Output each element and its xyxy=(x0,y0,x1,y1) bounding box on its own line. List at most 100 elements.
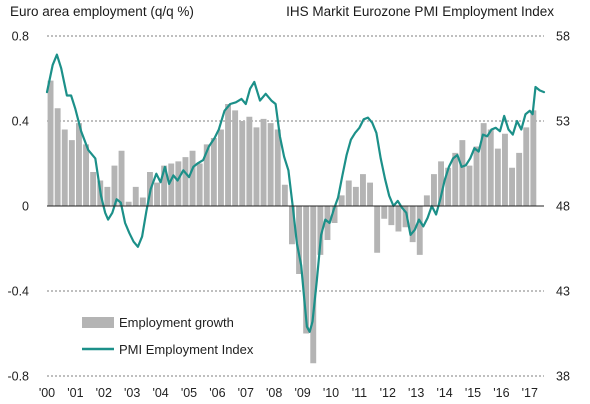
left-axis-labels: -0.8 -0.4 0 0.4 0.8 xyxy=(7,30,29,384)
employment-bar xyxy=(431,174,437,206)
legend-swatch-bar xyxy=(82,317,114,328)
employment-bar xyxy=(90,172,97,206)
employment-bar xyxy=(352,186,359,206)
right-tick-label: 53 xyxy=(556,115,570,129)
x-tick-label: '08 xyxy=(266,386,282,400)
employment-bar xyxy=(345,180,352,206)
legend-label-pmi: PMI Employment Index xyxy=(119,342,254,357)
employment-bar xyxy=(139,197,146,206)
employment-bar xyxy=(289,206,295,245)
employment-bar xyxy=(466,165,473,206)
right-axis-title: IHS Markit Eurozone PMI Employment Index xyxy=(286,4,554,19)
employment-bar xyxy=(168,163,175,206)
right-tick-label: 43 xyxy=(556,285,570,299)
employment-bar xyxy=(438,161,444,206)
employment-bar xyxy=(281,184,288,206)
employment-bar xyxy=(111,165,118,206)
employment-bar xyxy=(189,150,196,206)
x-tick-label: '12 xyxy=(380,386,396,400)
employment-bar xyxy=(381,206,388,219)
employment-bar xyxy=(310,206,317,364)
x-tick-label: '16 xyxy=(493,386,509,400)
left-tick-label: 0.8 xyxy=(12,30,29,44)
x-tick-label: '14 xyxy=(436,386,452,400)
x-tick-label: '00 xyxy=(39,386,55,400)
employment-bar xyxy=(210,138,217,206)
employment-bar xyxy=(54,108,61,206)
x-tick-label: '04 xyxy=(152,386,168,400)
right-tick-label: 58 xyxy=(556,30,570,44)
employment-bar xyxy=(388,206,395,226)
employment-bar xyxy=(253,127,260,206)
employment-bar xyxy=(125,201,132,206)
employment-bar xyxy=(104,186,111,206)
x-tick-label: '09 xyxy=(294,386,310,400)
x-tick-label: '13 xyxy=(408,386,424,400)
left-axis-title: Euro area employment (q/q %) xyxy=(10,4,194,19)
employment-bar xyxy=(296,206,302,274)
employment-bar xyxy=(502,133,508,206)
employment-bar xyxy=(260,118,267,206)
legend: Employment growth PMI Employment Index xyxy=(82,315,254,357)
employment-bars xyxy=(47,80,537,364)
employment-bar xyxy=(68,140,75,206)
x-tick-label: '06 xyxy=(209,386,225,400)
employment-bar xyxy=(395,206,402,232)
employment-bar xyxy=(530,110,537,206)
x-tick-label: '15 xyxy=(465,386,481,400)
employment-bar xyxy=(47,80,54,206)
employment-bar xyxy=(509,167,515,206)
employment-bar xyxy=(246,116,253,206)
employment-bar xyxy=(267,123,274,206)
x-tick-label: '02 xyxy=(96,386,112,400)
employment-bar xyxy=(487,129,494,206)
employment-bar xyxy=(402,206,409,228)
employment-bar xyxy=(232,110,239,206)
left-tick-label: -0.8 xyxy=(7,370,29,384)
employment-bar xyxy=(473,146,480,206)
employment-bar xyxy=(154,182,160,206)
pmi-line xyxy=(45,53,546,333)
right-axis-labels: 38 43 48 53 58 xyxy=(556,30,570,384)
employment-bar xyxy=(452,152,459,206)
employment-bar xyxy=(175,161,182,206)
employment-bar xyxy=(331,206,338,223)
employment-bar xyxy=(367,182,373,206)
employment-bar xyxy=(182,157,189,206)
left-tick-label: 0.4 xyxy=(12,115,29,129)
employment-bar xyxy=(218,129,224,206)
right-tick-label: 38 xyxy=(556,370,570,384)
employment-bar xyxy=(317,206,324,255)
employment-bar xyxy=(203,144,210,206)
employment-bar xyxy=(225,104,231,206)
right-tick-label: 48 xyxy=(556,200,570,214)
employment-bar xyxy=(480,123,487,206)
employment-bar xyxy=(118,150,125,206)
x-axis-labels: '00 '01 '02 '03 '04 '05 '06 '07 '08 '09 '10 '11 '12 '… xyxy=(39,386,538,400)
x-tick-label: '10 xyxy=(323,386,339,400)
employment-bar xyxy=(409,206,416,243)
x-tick-label: '03 xyxy=(124,386,140,400)
employment-bar xyxy=(360,174,366,206)
legend-label-employment: Employment growth xyxy=(119,315,234,330)
employment-bar xyxy=(61,129,68,206)
employment-bar xyxy=(516,152,523,206)
employment-bar xyxy=(324,206,331,240)
x-tick-label: '01 xyxy=(67,386,83,400)
employment-bar xyxy=(161,165,168,206)
employment-bar xyxy=(494,148,501,206)
employment-bar xyxy=(76,123,82,206)
x-tick-label: '07 xyxy=(238,386,254,400)
employment-bar xyxy=(338,195,345,206)
employment-bar xyxy=(274,129,281,206)
left-tick-label: 0 xyxy=(22,200,29,214)
employment-bar xyxy=(374,206,381,253)
employment-bar xyxy=(303,206,310,334)
employment-bar xyxy=(445,167,452,206)
x-tick-label: '11 xyxy=(352,386,367,400)
employment-bar xyxy=(132,186,139,206)
employment-bar xyxy=(523,127,530,206)
employment-bar xyxy=(416,206,423,255)
gridlines xyxy=(47,35,544,377)
